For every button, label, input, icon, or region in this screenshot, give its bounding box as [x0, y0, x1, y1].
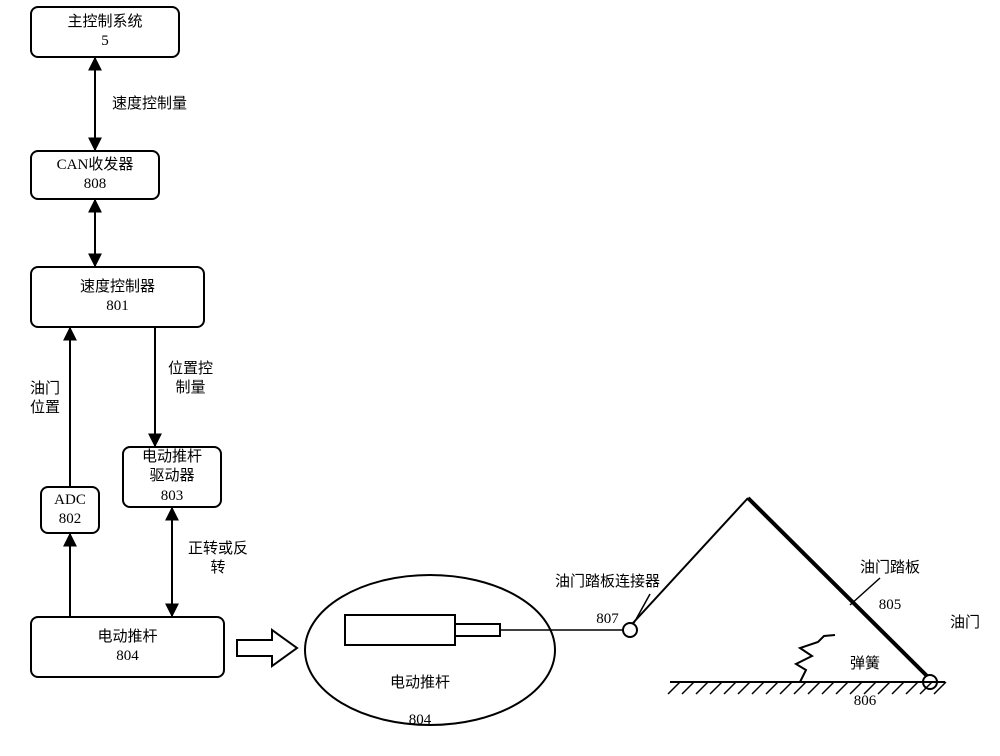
label-pedal: 油门踏板 805: [860, 540, 920, 615]
label-num: 805: [879, 597, 902, 613]
node-title: 电动推杆: [97, 628, 157, 648]
node-title: 速度控制器: [80, 278, 155, 298]
node-title: 主控制系统: [67, 13, 142, 33]
spring-icon: [796, 635, 835, 682]
node-speed-controller: 速度控制器 801: [30, 266, 205, 328]
node-actuator-driver: 电动推杆 驱动器 803: [122, 446, 222, 508]
label-pedal-connector: 油门踏板连接器 807: [555, 554, 660, 629]
node-title: CAN收发器: [57, 156, 134, 176]
node-number: 808: [84, 175, 107, 195]
node-actuator: 电动推杆 804: [30, 616, 225, 678]
node-number: 802: [59, 510, 82, 530]
label-position-control-amount: 位置控 制量: [168, 360, 213, 398]
label-num: 806: [854, 693, 877, 709]
label-throttle: 油门: [950, 614, 980, 633]
node-number: 803: [161, 487, 184, 507]
node-number: 801: [106, 297, 129, 317]
label-num: 807: [596, 611, 619, 627]
node-adc: ADC 802: [40, 486, 100, 534]
label-actuator-ellipse: 电动推杆 804: [390, 655, 450, 730]
node-number: 5: [101, 32, 109, 52]
label-num: 804: [409, 712, 432, 728]
ground-hatch: [668, 682, 946, 694]
label-text: 油门踏板: [860, 560, 920, 576]
big-arrow-icon: [237, 630, 297, 666]
node-title: ADC: [54, 491, 86, 511]
node-can-transceiver: CAN收发器 808: [30, 150, 160, 200]
actuator-rod: [455, 624, 500, 636]
label-speed-control-amount: 速度控制量: [112, 95, 187, 114]
node-number: 804: [116, 647, 139, 667]
label-forward-reverse: 正转或反 转: [188, 540, 248, 578]
hinge-pedal-base: [923, 675, 937, 689]
node-title: 电动推杆 驱动器: [142, 448, 202, 487]
label-text: 弹簧: [850, 656, 880, 672]
label-text: 油门踏板连接器: [555, 574, 660, 590]
node-master-control: 主控制系统 5: [30, 6, 180, 58]
actuator-body: [345, 615, 455, 645]
label-text: 电动推杆: [390, 675, 450, 691]
label-throttle-position: 油门 位置: [30, 380, 60, 418]
label-spring: 弹簧 806: [850, 636, 880, 711]
